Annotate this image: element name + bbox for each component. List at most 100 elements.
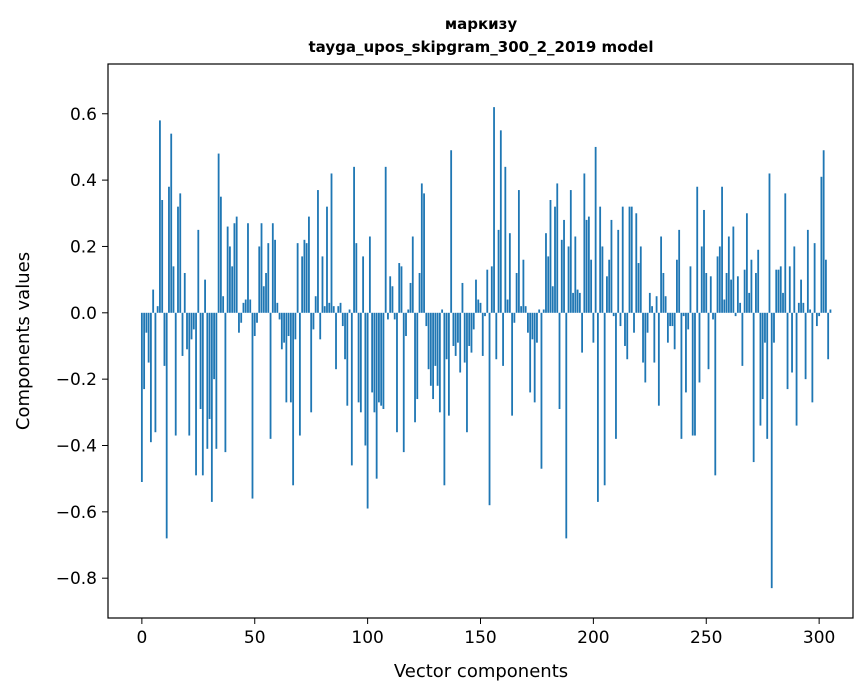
bar-11 bbox=[165, 312, 168, 539]
bar-100 bbox=[366, 312, 369, 509]
bar-18 bbox=[181, 312, 184, 356]
bar-108 bbox=[384, 166, 387, 313]
bar-278 bbox=[768, 173, 771, 313]
bar-31 bbox=[210, 312, 213, 502]
bar-184 bbox=[556, 183, 559, 313]
bar-226 bbox=[651, 306, 653, 313]
bar-66 bbox=[289, 312, 292, 403]
bar-294 bbox=[804, 312, 807, 380]
bar-97 bbox=[359, 312, 362, 413]
bar-243 bbox=[689, 266, 692, 313]
bar-36 bbox=[222, 296, 225, 313]
bar-57 bbox=[269, 312, 272, 439]
bar-70 bbox=[298, 312, 301, 436]
bar-224 bbox=[646, 312, 649, 333]
bar-257 bbox=[721, 186, 723, 313]
bar-46 bbox=[244, 299, 247, 313]
bar-276 bbox=[764, 312, 766, 343]
bar-121 bbox=[414, 312, 416, 423]
bar-292 bbox=[800, 279, 802, 313]
bar-54 bbox=[262, 286, 265, 313]
bar-259 bbox=[725, 272, 728, 313]
bar-188 bbox=[565, 312, 568, 539]
y-tick-label: −0.4 bbox=[56, 436, 97, 456]
bar-250 bbox=[705, 272, 708, 313]
bar-176 bbox=[538, 309, 541, 313]
bar-222 bbox=[642, 312, 644, 363]
bar-174 bbox=[533, 312, 536, 403]
bar-261 bbox=[730, 279, 732, 313]
bar-58 bbox=[271, 223, 274, 313]
bar-285 bbox=[784, 193, 787, 313]
bar-163 bbox=[508, 233, 511, 313]
bar-80 bbox=[321, 256, 324, 313]
bar-225 bbox=[648, 292, 651, 313]
bar-217 bbox=[630, 206, 633, 313]
bar-144 bbox=[466, 312, 468, 433]
bar-198 bbox=[587, 216, 590, 313]
bar-2 bbox=[145, 312, 148, 333]
bar-86 bbox=[335, 312, 337, 370]
bar-200 bbox=[592, 312, 595, 343]
bar-127 bbox=[427, 312, 430, 370]
y-tick-label: −0.8 bbox=[56, 569, 97, 589]
bar-297 bbox=[811, 312, 814, 403]
bar-273 bbox=[757, 249, 760, 313]
bar-178 bbox=[542, 309, 545, 313]
bar-245 bbox=[694, 312, 696, 436]
bar-4 bbox=[149, 312, 152, 443]
bar-216 bbox=[628, 206, 631, 313]
bar-287 bbox=[788, 266, 791, 313]
bar-283 bbox=[779, 266, 782, 313]
bar-172 bbox=[529, 312, 532, 393]
bar-39 bbox=[229, 246, 231, 313]
bar-161 bbox=[504, 166, 507, 313]
bar-142 bbox=[461, 282, 464, 313]
bar-124 bbox=[420, 183, 423, 313]
bar-83 bbox=[328, 302, 331, 313]
bar-109 bbox=[387, 312, 389, 320]
bars-group bbox=[140, 107, 832, 589]
bar-181 bbox=[549, 200, 552, 313]
bar-89 bbox=[341, 312, 344, 327]
bar-73 bbox=[305, 243, 308, 313]
bar-120 bbox=[411, 236, 414, 313]
bar-280 bbox=[773, 312, 775, 343]
bar-277 bbox=[766, 312, 769, 439]
bar-75 bbox=[310, 312, 313, 413]
bar-122 bbox=[416, 312, 419, 400]
bar-22 bbox=[190, 312, 193, 340]
bar-85 bbox=[332, 306, 335, 313]
bar-129 bbox=[432, 312, 434, 400]
bar-43 bbox=[238, 312, 240, 333]
bar-111 bbox=[391, 286, 394, 313]
chart-subtitle: tayga_upos_skipgram_300_2_2019 model bbox=[309, 38, 654, 56]
bar-302 bbox=[822, 150, 825, 313]
chart-title: маркизу bbox=[445, 15, 518, 33]
bar-3 bbox=[147, 312, 150, 363]
bar-91 bbox=[346, 312, 349, 406]
bar-211 bbox=[617, 229, 620, 313]
bar-113 bbox=[396, 312, 398, 433]
bar-295 bbox=[806, 229, 809, 313]
bar-251 bbox=[707, 312, 710, 370]
bar-156 bbox=[493, 107, 495, 313]
bar-1 bbox=[143, 312, 146, 390]
y-tick-label: 0.4 bbox=[70, 171, 97, 191]
bar-82 bbox=[326, 206, 328, 313]
bar-0 bbox=[140, 312, 143, 482]
bar-118 bbox=[407, 309, 410, 313]
bar-47 bbox=[247, 223, 249, 313]
bar-79 bbox=[319, 312, 322, 340]
bar-268 bbox=[745, 213, 748, 313]
bar-50 bbox=[253, 312, 256, 337]
bar-303 bbox=[825, 259, 827, 313]
x-tick-label: 200 bbox=[577, 628, 609, 648]
bar-133 bbox=[441, 309, 444, 313]
bar-254 bbox=[714, 312, 717, 476]
bar-158 bbox=[497, 229, 500, 313]
bar-141 bbox=[459, 312, 462, 373]
bar-65 bbox=[287, 312, 290, 337]
bar-132 bbox=[438, 312, 441, 413]
bar-99 bbox=[364, 312, 367, 446]
